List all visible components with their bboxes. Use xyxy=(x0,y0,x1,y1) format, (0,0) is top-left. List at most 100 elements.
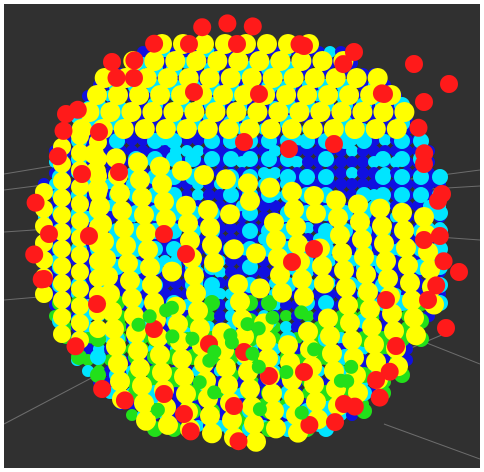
interior-marker xyxy=(335,178,347,190)
surface-marker xyxy=(298,321,318,342)
highlight-marker xyxy=(73,165,91,183)
interior-marker xyxy=(192,134,204,146)
surface-marker xyxy=(132,187,152,208)
surface-marker xyxy=(220,68,241,88)
surface-marker xyxy=(226,102,247,122)
surface-marker xyxy=(152,174,172,195)
mid-marker xyxy=(394,169,410,185)
highlight-marker xyxy=(335,395,353,413)
surface-marker xyxy=(184,265,204,286)
surface-marker xyxy=(53,172,71,190)
highlight-marker xyxy=(305,240,323,258)
shell-marker xyxy=(229,432,248,451)
surface-marker xyxy=(172,160,192,181)
interior-marker xyxy=(346,167,358,179)
surface-marker xyxy=(372,216,392,237)
surface-marker xyxy=(150,85,171,105)
lower-green-marker xyxy=(251,321,266,336)
3d-scene[interactable] xyxy=(4,4,480,468)
mid-marker xyxy=(375,169,391,185)
surface-marker xyxy=(398,255,418,276)
surface-marker xyxy=(71,280,89,298)
shell-marker xyxy=(193,18,212,37)
surface-marker xyxy=(276,85,297,105)
lower-green-marker xyxy=(185,331,200,346)
surface-marker xyxy=(323,119,344,139)
highlight-marker xyxy=(155,385,173,403)
surface-marker xyxy=(200,217,220,238)
surface-marker xyxy=(218,119,239,139)
lower-green-marker xyxy=(245,346,260,361)
surface-marker xyxy=(360,299,380,320)
highlight-marker xyxy=(295,363,313,381)
surface-marker xyxy=(241,68,262,88)
mid-marker xyxy=(299,169,315,185)
surface-marker xyxy=(207,51,228,71)
surface-marker xyxy=(53,240,71,258)
mid-marker xyxy=(147,133,163,149)
surface-marker xyxy=(378,268,398,289)
surface-marker xyxy=(318,85,339,105)
surface-marker xyxy=(87,85,107,105)
surface-marker xyxy=(256,330,276,351)
highlight-marker xyxy=(283,253,301,271)
surface-marker xyxy=(246,431,266,452)
surface-marker xyxy=(260,119,281,139)
highlight-marker xyxy=(235,133,253,151)
shell-marker xyxy=(107,68,126,87)
surface-marker xyxy=(89,150,107,168)
surface-marker xyxy=(138,239,158,260)
surface-marker xyxy=(291,51,312,71)
surface-marker xyxy=(392,202,412,223)
highlight-marker xyxy=(177,245,195,263)
surface-marker xyxy=(102,301,122,322)
surface-marker xyxy=(216,169,236,190)
mid-marker xyxy=(204,277,220,293)
surface-marker xyxy=(234,85,255,105)
lower-green-marker xyxy=(192,375,207,390)
surface-marker xyxy=(113,119,134,139)
surface-marker xyxy=(304,186,324,206)
surface-marker xyxy=(129,85,150,105)
interior-marker xyxy=(346,156,358,168)
lower-green-marker xyxy=(223,328,238,343)
surface-marker xyxy=(348,382,368,403)
lower-green-marker xyxy=(294,305,309,320)
lower-green-marker xyxy=(165,329,180,344)
shell-marker xyxy=(427,276,446,295)
surface-marker xyxy=(106,148,126,169)
surface-marker xyxy=(228,51,249,71)
surface-marker xyxy=(216,357,236,378)
surface-marker xyxy=(376,251,396,272)
mid-marker xyxy=(318,169,334,185)
surface-marker xyxy=(128,340,148,361)
surface-marker xyxy=(400,272,420,293)
surface-marker xyxy=(89,320,107,338)
highlight-marker xyxy=(228,35,246,53)
surface-marker xyxy=(150,344,170,365)
surface-marker xyxy=(247,102,268,122)
surface-marker xyxy=(89,269,107,287)
surface-marker xyxy=(270,265,290,286)
highlight-marker xyxy=(440,75,458,93)
shell-marker xyxy=(218,14,237,33)
interior-marker xyxy=(225,222,237,234)
mid-marker xyxy=(432,169,448,185)
mid-marker xyxy=(185,151,201,167)
surface-marker xyxy=(176,195,196,216)
mid-marker xyxy=(280,169,296,185)
surface-marker xyxy=(268,102,289,122)
surface-marker xyxy=(202,423,222,444)
3d-viewport[interactable] xyxy=(4,4,480,468)
surface-marker xyxy=(374,233,394,254)
surface-marker xyxy=(106,336,126,357)
surface-marker xyxy=(356,264,376,285)
surface-marker xyxy=(394,102,415,122)
interior-marker xyxy=(214,310,226,322)
surface-marker xyxy=(228,274,248,295)
surface-marker xyxy=(396,237,416,258)
grid-line xyxy=(4,373,100,425)
surface-marker xyxy=(266,230,286,251)
interior-marker xyxy=(225,266,237,278)
surface-marker xyxy=(260,177,280,198)
